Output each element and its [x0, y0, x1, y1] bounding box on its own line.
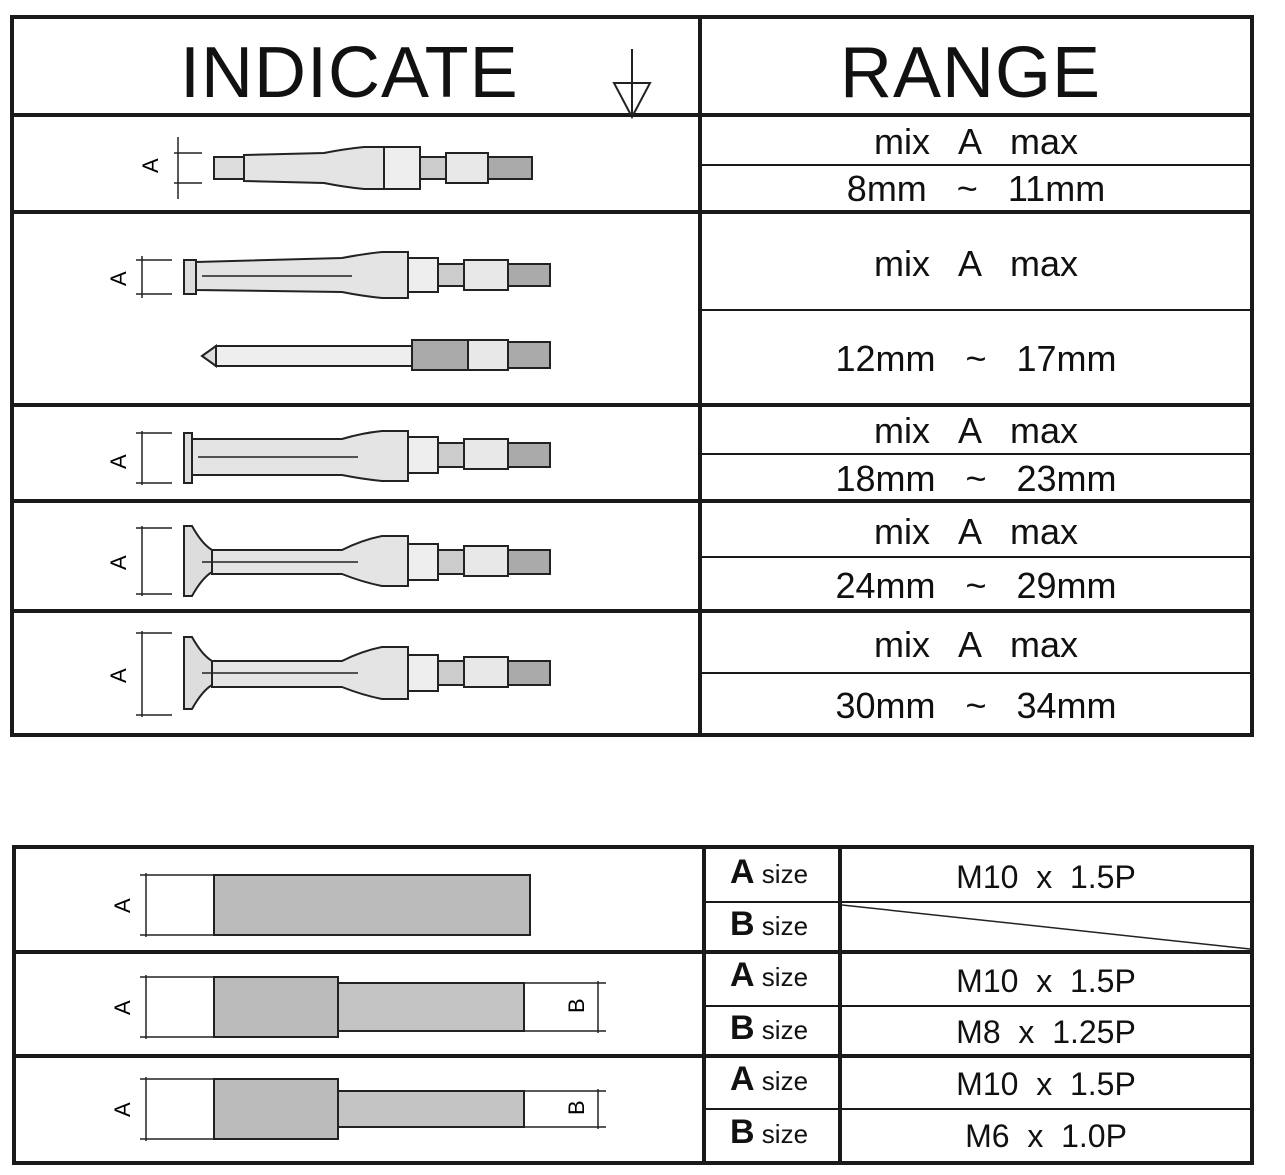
a-size-value-3: M10 x 1.5P	[956, 1066, 1136, 1102]
range-value-3: 18mm ~ 23mm	[835, 458, 1117, 499]
range-value-5: 30mm ~ 34mm	[835, 685, 1117, 726]
b-size-label: B size	[730, 905, 809, 943]
row-divider	[14, 609, 1250, 613]
header-indicate: INDICATE	[180, 33, 519, 113]
row-divider	[16, 1054, 1250, 1058]
puller-tool-large-illustration: A	[106, 430, 551, 485]
row-split	[702, 164, 1250, 166]
stepped-thread-stud-m6-illustration: A B	[110, 1077, 606, 1141]
b-size-label: B size	[730, 1009, 809, 1047]
column-divider	[702, 849, 706, 1161]
dimension-label-a: A	[106, 555, 131, 570]
single-thread-stud-illustration: A	[110, 873, 531, 937]
range-label-3: mix A max	[873, 410, 1079, 451]
dimension-label-a: A	[106, 454, 131, 469]
dimension-label-a: A	[138, 158, 163, 173]
dimension-label-b: B	[564, 1100, 589, 1115]
puller-tool-medium-illustration: A	[106, 251, 551, 371]
dimension-label-a: A	[106, 271, 131, 286]
b-size-value-3: M6 x 1.0P	[965, 1118, 1127, 1154]
row-divider	[14, 210, 1250, 214]
range-value-1: 8mm ~ 11mm	[846, 168, 1106, 209]
range-label-1: mix A max	[873, 121, 1079, 162]
dimension-label-a: A	[110, 1000, 135, 1015]
b-size-value-2: M8 x 1.25P	[956, 1014, 1136, 1050]
stepped-thread-stud-m8-illustration: A B	[110, 975, 606, 1039]
a-size-label: A size	[730, 956, 809, 994]
puller-tool-xxlarge-illustration: A	[106, 631, 551, 717]
b-size-label: B size	[730, 1113, 809, 1151]
row-split	[706, 1005, 1250, 1007]
range-table: INDICATE RANGE mix A max 8mm ~ 11mm A mi…	[10, 15, 1254, 737]
dimension-label-a: A	[110, 1102, 135, 1117]
a-size-value-1: M10 x 1.5P	[956, 859, 1136, 895]
not-applicable-slash	[841, 904, 1251, 950]
row-split	[702, 309, 1250, 311]
dimension-label-b: B	[564, 998, 589, 1013]
row-divider	[16, 950, 1250, 954]
a-size-value-2: M10 x 1.5P	[956, 963, 1136, 999]
row-split	[706, 901, 1250, 903]
dimension-label-a: A	[110, 898, 135, 913]
row-split	[702, 556, 1250, 558]
range-value-4: 24mm ~ 29mm	[835, 565, 1117, 606]
row-split	[706, 1108, 1250, 1110]
row-divider	[14, 499, 1250, 503]
a-size-label: A size	[730, 1060, 809, 1098]
row-divider	[14, 403, 1250, 407]
thread-size-table: A size B size M10 x 1.5P A A size B size…	[12, 845, 1254, 1165]
header-range: RANGE	[840, 33, 1102, 113]
dimension-label-a: A	[106, 668, 131, 683]
range-label-4: mix A max	[873, 511, 1079, 552]
row-split	[702, 453, 1250, 455]
down-arrow-icon	[612, 49, 652, 120]
puller-tool-small-illustration: A	[138, 137, 533, 199]
puller-tool-xlarge-illustration: A	[106, 525, 551, 597]
range-value-2: 12mm ~ 17mm	[835, 338, 1117, 379]
row-split	[702, 672, 1250, 674]
range-label-2: mix A max	[873, 243, 1079, 284]
a-size-label: A size	[730, 853, 809, 891]
column-divider	[698, 19, 702, 733]
range-label-5: mix A max	[873, 624, 1079, 665]
